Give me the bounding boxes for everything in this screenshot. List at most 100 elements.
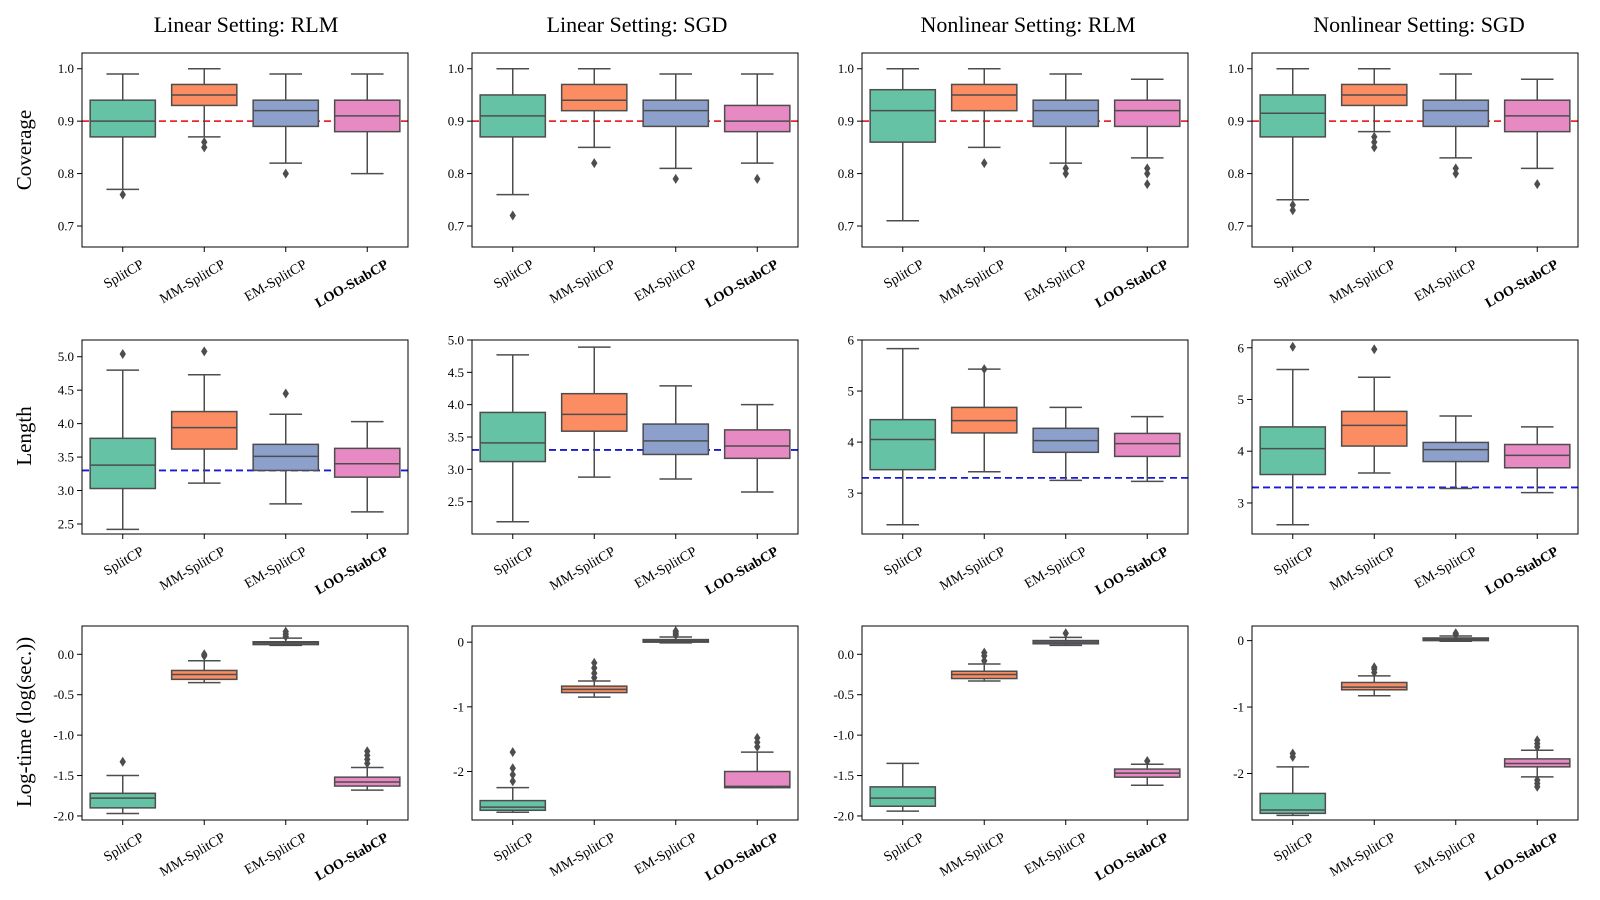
outlier-point bbox=[201, 137, 208, 148]
outlier-point bbox=[364, 746, 371, 757]
y-tick-label: 2.5 bbox=[58, 516, 74, 531]
outlier-point bbox=[1452, 628, 1459, 639]
y-tick-label: 6 bbox=[1238, 340, 1245, 355]
y-tick-label: 0.7 bbox=[448, 219, 465, 234]
y-tick-label: -0.5 bbox=[53, 687, 74, 702]
y-tick-label: 3.5 bbox=[448, 430, 464, 445]
column-title-2: Linear Setting: SGD bbox=[547, 12, 728, 37]
box-mm-splitcp bbox=[950, 364, 1018, 473]
iqr-box bbox=[1259, 426, 1327, 476]
box-loo-stabcp bbox=[723, 403, 791, 493]
box-splitcp bbox=[89, 73, 157, 200]
y-tick-label: 0.9 bbox=[838, 114, 854, 129]
y-tick-label: 0.7 bbox=[58, 219, 75, 234]
box-mm-splitcp bbox=[560, 67, 628, 169]
column-title-4: Nonlinear Setting: SGD bbox=[1313, 12, 1524, 37]
iqr-box bbox=[642, 423, 710, 456]
panel-log-time-log-sec-linear-setting-sgd: SplitCP MM-SplitCP EM-SplitCP LOO-StabCP -2 -… bbox=[453, 625, 799, 884]
x-tick-label: MM-SplitCP bbox=[1327, 544, 1398, 594]
x-tick-label: MM-SplitCP bbox=[547, 830, 618, 880]
box-splitcp bbox=[869, 762, 937, 812]
y-tick-label: 3 bbox=[1238, 495, 1245, 510]
outlier-point bbox=[591, 663, 598, 674]
y-tick-label: 0.8 bbox=[1228, 166, 1244, 181]
y-tick-label: 1.0 bbox=[448, 61, 464, 76]
x-tick-label: LOO-StabCP bbox=[1093, 544, 1172, 598]
outlier-point bbox=[981, 158, 988, 169]
x-tick-label: EM-SplitCP bbox=[1022, 257, 1090, 305]
panel-log-time-log-sec-nonlinear-setting-sgd: SplitCP MM-SplitCP EM-SplitCP LOO-StabCP -2 -… bbox=[1233, 625, 1579, 884]
y-tick-label: -1.5 bbox=[833, 768, 854, 783]
y-tick-label: 4.5 bbox=[58, 383, 74, 398]
y-tick-label: -2 bbox=[453, 764, 464, 779]
y-tick-label: 0.9 bbox=[1228, 114, 1244, 129]
box-mm-splitcp bbox=[950, 67, 1018, 169]
y-tick-label: 5 bbox=[1238, 392, 1245, 407]
axes-frame bbox=[861, 52, 1189, 248]
box-em-splitcp bbox=[642, 73, 710, 184]
y-tick-label: 0.8 bbox=[838, 166, 854, 181]
outlier-point bbox=[1144, 163, 1151, 174]
iqr-box bbox=[479, 411, 547, 463]
x-tick-label: LOO-StabCP bbox=[703, 257, 782, 311]
x-tick-label: EM-SplitCP bbox=[1412, 257, 1480, 305]
column-title-1: Linear Setting: RLM bbox=[154, 12, 339, 37]
box-loo-stabcp bbox=[1503, 426, 1571, 494]
box-splitcp bbox=[1259, 748, 1327, 817]
outlier-point bbox=[1534, 735, 1541, 746]
y-tick-label: 3.5 bbox=[58, 450, 74, 465]
x-tick-label: EM-SplitCP bbox=[1412, 544, 1480, 592]
y-tick-label: 4.0 bbox=[58, 416, 74, 431]
row-label-log-time: Log-time (log(sec.)) bbox=[12, 637, 36, 807]
iqr-box bbox=[1340, 681, 1408, 691]
x-tick-label: EM-SplitCP bbox=[632, 257, 700, 305]
box-loo-stabcp bbox=[333, 420, 401, 513]
axes-frame bbox=[81, 52, 409, 248]
x-tick-label: LOO-StabCP bbox=[1483, 257, 1562, 311]
iqr-box bbox=[89, 437, 157, 490]
box-loo-stabcp bbox=[1503, 735, 1571, 792]
outlier-point bbox=[1371, 142, 1378, 153]
x-tick-label: EM-SplitCP bbox=[242, 257, 310, 305]
x-tick-label: MM-SplitCP bbox=[157, 544, 228, 594]
y-tick-label: -2.0 bbox=[53, 808, 74, 823]
y-tick-label: 0.7 bbox=[1228, 219, 1245, 234]
box-splitcp bbox=[869, 67, 937, 222]
x-tick-label: SplitCP bbox=[881, 544, 926, 579]
axes-frame bbox=[861, 625, 1189, 821]
box-loo-stabcp bbox=[1113, 755, 1181, 786]
x-tick-label: LOO-StabCP bbox=[1093, 830, 1172, 884]
box-em-splitcp bbox=[642, 626, 710, 644]
iqr-box bbox=[869, 418, 937, 471]
box-splitcp bbox=[1259, 67, 1327, 216]
box-mm-splitcp bbox=[560, 657, 628, 698]
y-tick-label: -1.0 bbox=[53, 728, 74, 743]
x-tick-label: EM-SplitCP bbox=[632, 830, 700, 878]
y-tick-label: 5.0 bbox=[448, 333, 464, 348]
outlier-point bbox=[509, 769, 516, 780]
x-tick-label: SplitCP bbox=[491, 544, 536, 579]
x-tick-label: SplitCP bbox=[491, 257, 536, 292]
outlier-point bbox=[282, 168, 289, 179]
y-tick-label: 4 bbox=[848, 435, 855, 450]
iqr-box bbox=[1113, 432, 1181, 458]
box-mm-splitcp bbox=[1340, 67, 1408, 153]
x-tick-label: LOO-StabCP bbox=[703, 544, 782, 598]
y-tick-label: -0.5 bbox=[833, 687, 854, 702]
y-tick-label: 0 bbox=[1238, 633, 1245, 648]
box-loo-stabcp bbox=[333, 73, 401, 175]
row-label-length: Length bbox=[12, 406, 36, 466]
outlier-point bbox=[1062, 163, 1069, 174]
x-tick-label: SplitCP bbox=[881, 257, 926, 292]
row-label-coverage: Coverage bbox=[12, 110, 36, 190]
y-tick-label: 3 bbox=[848, 486, 855, 501]
x-tick-label: MM-SplitCP bbox=[937, 257, 1008, 307]
y-tick-label: 0 bbox=[458, 635, 465, 650]
y-tick-label: 6 bbox=[848, 333, 855, 348]
x-tick-label: SplitCP bbox=[491, 830, 536, 865]
box-loo-stabcp bbox=[1113, 78, 1181, 190]
iqr-box bbox=[560, 392, 628, 432]
x-tick-label: EM-SplitCP bbox=[1412, 830, 1480, 878]
box-em-splitcp bbox=[1422, 415, 1490, 490]
iqr-box bbox=[1340, 410, 1408, 447]
